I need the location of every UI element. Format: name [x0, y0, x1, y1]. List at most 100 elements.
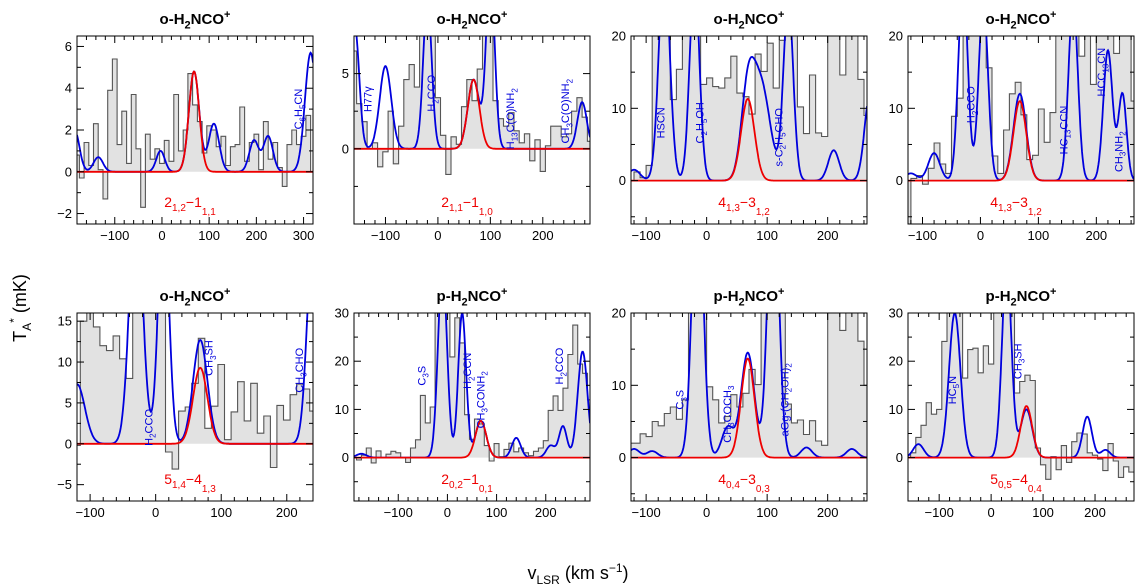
total-model-curve	[631, 36, 867, 182]
y-tick-label: 0	[342, 450, 349, 465]
x-tick-label: −100	[100, 228, 129, 243]
x-tick-label: 200	[1085, 228, 1107, 243]
y-tick-label: 20	[612, 29, 626, 44]
y-tick-label: 20	[612, 306, 626, 321]
y-tick-label: 0	[619, 450, 626, 465]
h2nco-model-curve	[77, 366, 313, 445]
x-tick-label: 0	[158, 228, 165, 243]
x-tick-label: −100	[925, 505, 954, 520]
molecule-label: aGg-(CH2OH)2	[779, 363, 793, 437]
h2nco-model-curve	[354, 420, 590, 459]
h2nco-model-curve	[908, 100, 1134, 182]
x-tick-label: 100	[198, 228, 220, 243]
spectrum-panel: −100 0 100 200 300 −2 0 2 4 6 o-H2NCO+ 21,2−11,1 C6H…	[57, 9, 314, 243]
x-tick-label: 100	[480, 228, 502, 243]
h2nco-model-curve	[908, 405, 1134, 459]
x-tick-label: 200	[1084, 505, 1106, 520]
molecule-label: H13C(O)NH2	[505, 88, 519, 150]
y-tick-label: 5	[342, 66, 349, 81]
observed-spectrum-fill	[354, 313, 590, 463]
molecule-label: CH3COCH3	[722, 385, 736, 443]
y-tick-label: −2	[57, 206, 72, 221]
y-tick-label: 0	[619, 173, 626, 188]
y-tick-label: 15	[58, 314, 72, 329]
transition-label: 41,3−31,2	[718, 194, 770, 218]
molecule-label: C6H5CN	[293, 89, 307, 130]
panel-frame	[630, 35, 868, 225]
spectrum-panel: −100 0 100 200 0 5 o-H2NCO+ 21,1−11,0 H77γ H2CCO H…	[342, 9, 591, 243]
x-axis-label: vLSR (km s−1)	[527, 561, 628, 587]
panel-title: p-H2NCO+	[714, 286, 785, 309]
x-tick-label: 100	[210, 505, 232, 520]
observed-spectrum-fill	[354, 36, 590, 175]
y-tick-label: 0	[896, 173, 903, 188]
spectrum-panel: −100 0 100 200 0 10 20 p-H2NCO+ 40,4−30,3 C3S CH3C…	[612, 286, 868, 520]
observed-spectrum	[908, 36, 1134, 224]
molecule-label: H2CCO	[143, 409, 157, 446]
x-tick-label: 100	[756, 228, 778, 243]
panel-title: o-H2NCO+	[714, 9, 785, 32]
molecule-label: CH3SH	[1012, 343, 1026, 379]
x-tick-label: −100	[75, 505, 104, 520]
molecule-label: CH3CHO	[294, 347, 308, 392]
x-tick-label: 200	[817, 228, 839, 243]
x-tick-label: 0	[703, 505, 710, 520]
panel-title: p-H2NCO+	[986, 286, 1057, 309]
h2nco-model-curve	[631, 97, 867, 182]
y-tick-label: 20	[889, 354, 903, 369]
transition-label: 50,5−40,4	[990, 471, 1042, 495]
spectrum-panel: −100 0 100 200 0 10 20 30 p-H2NCO+ 50,5−40,4 HC5N C…	[889, 286, 1135, 520]
observed-spectrum	[354, 36, 590, 175]
spectrum-panel: −100 0 100 200 0 10 20 o-H2NCO+ 41,3−31,2 H2CCO HC…	[889, 9, 1135, 243]
x-tick-label: 0	[434, 228, 441, 243]
x-tick-label: 100	[1032, 505, 1054, 520]
observed-spectrum	[77, 313, 313, 470]
x-tick-label: −100	[631, 505, 660, 520]
y-tick-label: 10	[58, 355, 72, 370]
y-tick-label: 10	[335, 402, 349, 417]
molecule-label: H2CCO	[554, 347, 568, 384]
y-tick-label: 0	[65, 436, 72, 451]
panel-title: o-H2NCO+	[437, 9, 508, 32]
y-tick-label: 0	[896, 450, 903, 465]
molecule-label: HC5N	[947, 376, 961, 404]
x-tick-label: 0	[988, 505, 995, 520]
spectrum-panel: −100 0 100 200 0 10 20 o-H2NCO+ 41,3−31,2 HSCN C2H…	[612, 9, 868, 243]
molecule-label: H2CCO	[426, 74, 440, 111]
panel-frame	[907, 35, 1135, 225]
y-tick-label: 6	[65, 39, 72, 54]
molecule-label: H2CCN	[462, 353, 476, 389]
panel-frame	[353, 312, 591, 502]
panel-frame	[353, 35, 591, 225]
transition-label: 51,4−41,3	[164, 471, 216, 495]
transition-label: 41,3−31,2	[990, 194, 1042, 218]
observed-spectrum-fill	[908, 313, 1134, 480]
y-tick-label: 5	[65, 395, 72, 410]
molecule-label: CH3C(O)NH2	[560, 78, 574, 143]
y-tick-label: −5	[57, 477, 72, 492]
molecule-label: CH3CONH2	[475, 371, 489, 429]
total-model-curve	[908, 36, 1134, 182]
y-tick-label: 30	[335, 306, 349, 321]
panel-title: o-H2NCO+	[986, 9, 1057, 32]
h2nco-model-curve	[631, 357, 867, 459]
x-tick-label: 0	[977, 228, 984, 243]
y-tick-label: 10	[889, 101, 903, 116]
x-tick-label: −100	[371, 228, 400, 243]
observed-spectrum	[631, 313, 867, 446]
panel-title: o-H2NCO+	[160, 9, 231, 32]
x-tick-label: −100	[908, 228, 937, 243]
y-tick-label: 10	[612, 378, 626, 393]
molecule-label: HCC13CN	[1096, 48, 1110, 97]
y-tick-label: 4	[65, 81, 72, 96]
h2nco-model-curve	[354, 78, 590, 150]
transition-label: 20,2−10,1	[441, 471, 493, 495]
x-tick-label: 0	[152, 505, 159, 520]
x-tick-label: −100	[631, 228, 660, 243]
x-tick-label: 100	[756, 505, 778, 520]
observed-spectrum	[77, 58, 313, 208]
y-tick-label: 20	[889, 29, 903, 44]
x-tick-label: 0	[444, 505, 451, 520]
transition-label: 21,1−11,0	[441, 194, 493, 218]
